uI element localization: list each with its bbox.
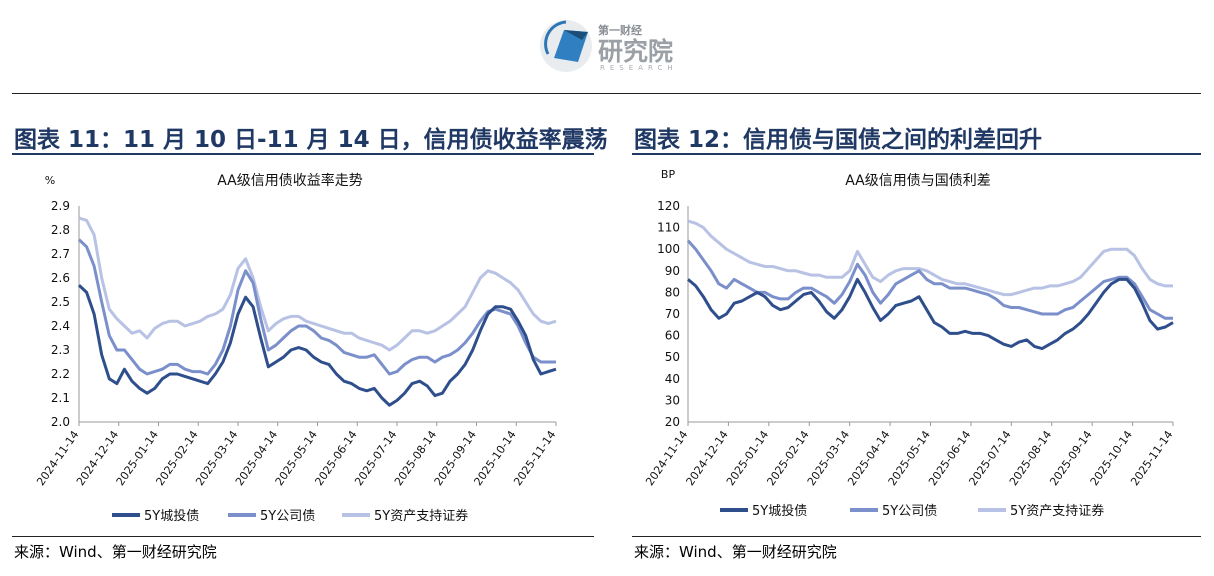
y-tick-label: 30 xyxy=(665,393,680,407)
panel-title-right: 图表 12：信用债与国债之间的利差回升 xyxy=(634,127,1043,153)
y-tick-label: 2.7 xyxy=(51,247,70,261)
x-tick-label: 2025-03-14 xyxy=(805,428,852,488)
x-tick-label: 2025-11-14 xyxy=(511,428,558,488)
y-tick-label: 110 xyxy=(657,221,680,235)
series-line-1 xyxy=(687,277,1174,351)
y-tick-label: 2.1 xyxy=(51,391,70,405)
x-tick-label: 2025-07-14 xyxy=(966,428,1013,488)
logo: 第一财经 研究院 RESEARCH xyxy=(538,14,688,78)
legend-label: 5Y资产支持证券 xyxy=(374,508,468,524)
y-tick-label: 100 xyxy=(657,242,680,256)
series-line-2 xyxy=(77,238,556,376)
y-axis-unit: BP xyxy=(661,168,676,181)
legend-label: 5Y资产支持证券 xyxy=(1010,503,1104,519)
y-tick-label: 80 xyxy=(665,285,680,299)
x-tick-label: 2025-06-14 xyxy=(926,428,973,488)
x-tick-label: 2025-05-14 xyxy=(886,428,933,488)
x-tick-label: 2025-08-14 xyxy=(1007,428,1054,488)
legend-label: 5Y城投债 xyxy=(752,503,807,519)
y-tick-label: 2.0 xyxy=(51,415,70,429)
y-tick-label: 2.2 xyxy=(51,367,70,381)
logo-sub-text: RESEARCH xyxy=(600,64,678,72)
x-tick-label: 2025-01-14 xyxy=(724,428,771,488)
x-tick-label: 2024-12-14 xyxy=(684,428,731,488)
y-tick-label: 2.4 xyxy=(51,319,70,333)
x-tick-label: 2025-04-14 xyxy=(845,428,892,488)
y-tick-label: 2.8 xyxy=(51,223,70,237)
y-tick-label: 70 xyxy=(665,307,680,321)
legend-label: 5Y公司债 xyxy=(882,504,937,519)
y-tick-label: 2.3 xyxy=(51,343,70,357)
title-rule-left xyxy=(12,153,594,155)
source-right: 来源：Wind、第一财经研究院 xyxy=(634,543,837,561)
y-tick-label: 2.9 xyxy=(51,199,70,213)
logo-small-text: 第一财经 xyxy=(598,24,642,37)
bottom-rule-left xyxy=(12,536,594,537)
top-rule xyxy=(12,93,1201,94)
series-line-2 xyxy=(686,239,1173,320)
y-tick-label: 90 xyxy=(665,264,680,278)
title-rule-right xyxy=(632,153,1201,155)
series-line-3 xyxy=(78,216,557,352)
y-tick-label: 2.6 xyxy=(51,271,70,285)
y-tick-label: 50 xyxy=(665,350,680,364)
x-tick-label: 2025-02-14 xyxy=(764,428,811,488)
legend-label: 5Y公司债 xyxy=(260,509,315,524)
x-tick-label: 2025-09-14 xyxy=(1047,428,1094,488)
legend-label: 5Y城投债 xyxy=(144,508,199,524)
bottom-rule-right xyxy=(632,536,1201,537)
y-tick-label: 20 xyxy=(665,415,680,429)
y-tick-label: 40 xyxy=(665,372,680,386)
y-tick-label: 2.5 xyxy=(51,295,70,309)
x-tick-label: 2025-11-14 xyxy=(1128,428,1175,488)
chart-title: AA级信用债与国债利差 xyxy=(845,173,991,189)
x-tick-label: 2024-11-14 xyxy=(643,428,690,488)
chart-title: AA级信用债收益率走势 xyxy=(217,172,363,189)
y-tick-label: 120 xyxy=(657,199,680,213)
logo-main-text: 研究院 xyxy=(598,37,674,66)
panel-title-left: 图表 11：11 月 10 日-11 月 14 日，信用债收益率震荡 xyxy=(14,127,608,153)
source-left: 来源：Wind、第一财经研究院 xyxy=(14,543,217,561)
y-axis-unit: % xyxy=(45,174,55,187)
logo-mark-icon xyxy=(540,20,592,72)
y-tick-label: 60 xyxy=(665,329,680,343)
series-line-3 xyxy=(687,219,1173,297)
x-tick-label: 2025-10-14 xyxy=(1088,428,1135,488)
series-line-1 xyxy=(77,284,557,407)
